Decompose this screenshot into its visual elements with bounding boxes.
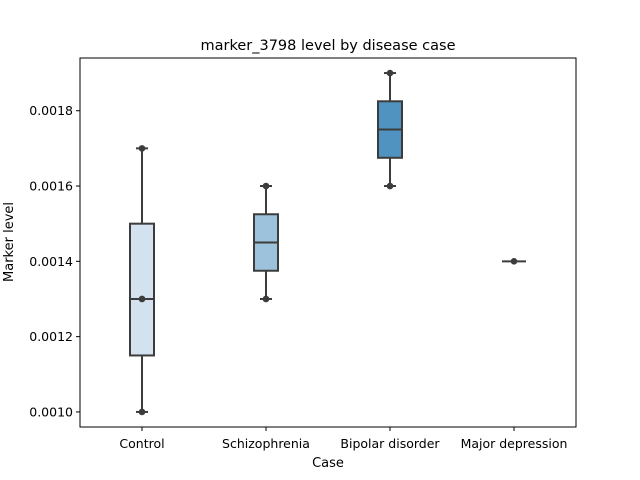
plot-frame (79, 57, 577, 428)
y-axis-label: Marker level (2, 202, 17, 282)
data-point (262, 295, 270, 303)
data-point (262, 182, 270, 190)
x-axis-ticks: Control Schizophrenia Bipolar disorder Majo… (119, 427, 567, 451)
data-point (138, 145, 146, 152)
data-point (138, 408, 146, 416)
x-tick-label: Control (119, 436, 164, 451)
data-point (138, 295, 146, 303)
y-tick-label: 0.0012 (29, 329, 73, 344)
box-control (129, 145, 155, 416)
data-point (386, 182, 394, 190)
chart-title: marker_3798 level by disease case (201, 38, 456, 54)
box-major-depression (502, 258, 526, 265)
y-axis-ticks: 0.0010 0.0012 0.0014 0.0016 0.0018 (29, 103, 80, 419)
x-axis-label: Case (312, 456, 344, 471)
y-tick-label: 0.0018 (29, 103, 73, 118)
box-iqr (129, 222, 155, 357)
x-tick-label: Major depression (461, 436, 568, 451)
x-tick-label: Schizophrenia (222, 436, 310, 451)
y-tick-label: 0.0010 (29, 404, 73, 419)
y-tick-label: 0.0016 (29, 179, 73, 194)
data-point (510, 258, 518, 265)
y-tick-label: 0.0014 (29, 254, 73, 269)
data-point (386, 69, 394, 77)
x-tick-label: Bipolar disorder (340, 436, 440, 451)
plot-area (129, 69, 526, 416)
box-bipolar-disorder (377, 69, 403, 190)
box-schizophrenia (253, 182, 279, 303)
